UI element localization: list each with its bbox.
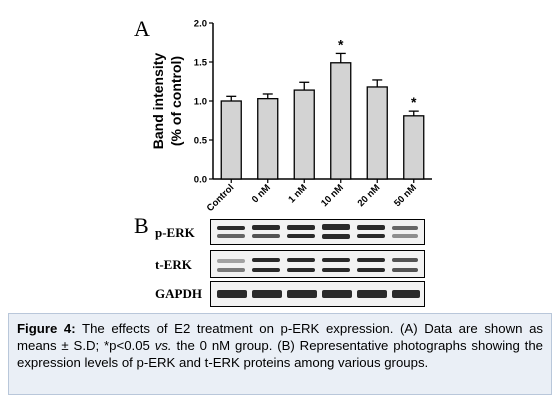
y-tick-label: 1.5 <box>194 58 208 69</box>
bar <box>257 98 279 180</box>
panel-a-label: A <box>134 16 150 41</box>
caption-text: The effects of E2 treatment on p-ERK exp… <box>17 321 543 353</box>
x-tick-label: Control <box>205 182 237 214</box>
caption-text-2: the 0 nM group. (B) Representative photo… <box>17 338 543 370</box>
x-tick-label: 0 nM <box>250 182 273 205</box>
blot-row-p-erk <box>210 219 425 245</box>
x-tick-label: 10 nM <box>319 182 346 209</box>
bar <box>220 100 242 180</box>
figure-caption: Figure 4: The effects of E2 treatment on… <box>8 313 552 395</box>
x-tick-label: 1 nM <box>286 182 309 205</box>
x-tick-label: 50 nM <box>392 182 419 209</box>
y-tick-label: 0.5 <box>194 136 208 147</box>
x-tick-label: 20 nM <box>356 182 383 209</box>
significance-marker: * <box>338 36 344 52</box>
y-axis-label: Band intensity <box>150 53 166 150</box>
significance-marker: * <box>411 94 417 110</box>
y-axis-label-units: (% of control) <box>168 56 184 146</box>
panel-b-label: B <box>134 213 149 238</box>
bar <box>330 62 352 180</box>
caption-vs: vs. <box>154 338 172 353</box>
blot-row-gapdh <box>210 281 425 307</box>
y-tick-label: 2.0 <box>194 19 207 30</box>
bar <box>366 86 388 180</box>
y-tick-label: 0.0 <box>194 175 207 186</box>
y-tick-label: 1.0 <box>194 97 207 108</box>
blot-label-t-erk: t-ERK <box>155 257 192 272</box>
blot-row-t-erk <box>210 250 425 278</box>
blot-label-p-erk: p-ERK <box>155 225 195 240</box>
bar <box>403 115 425 180</box>
bar <box>293 89 315 180</box>
caption-label: Figure 4: <box>17 321 76 336</box>
blot-label-gapdh: GAPDH <box>155 286 202 301</box>
